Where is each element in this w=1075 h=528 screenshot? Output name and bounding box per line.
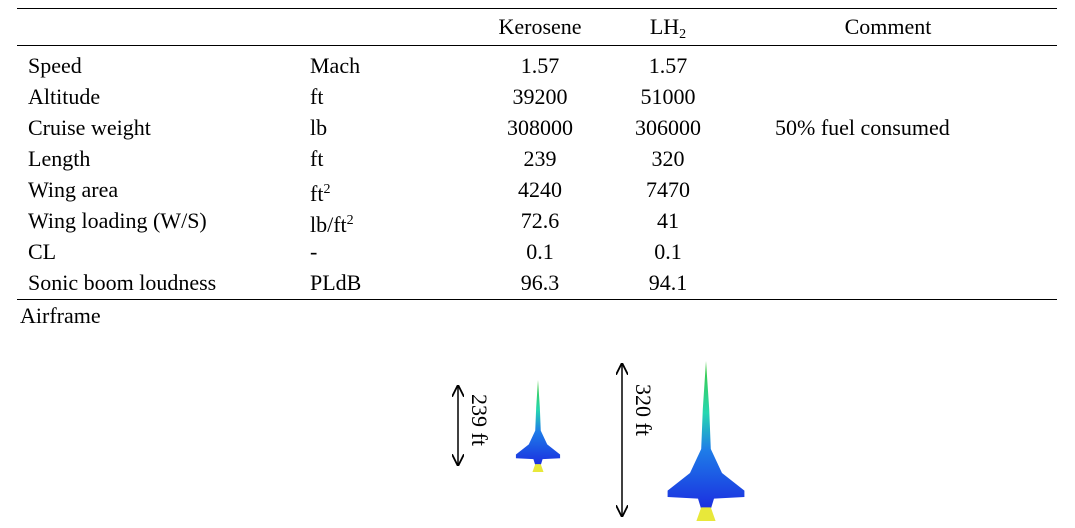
unit-sup: 2 bbox=[346, 213, 354, 228]
unit: lb bbox=[310, 115, 327, 141]
row-label: Speed bbox=[28, 53, 82, 78]
unit-text: lb bbox=[310, 115, 328, 140]
kerosene-value: 308000 bbox=[507, 115, 573, 140]
length-label: 239 ft bbox=[467, 394, 492, 446]
unit: lb/ft2 bbox=[310, 208, 354, 238]
unit-text: Mach bbox=[310, 53, 361, 78]
unit-text: - bbox=[310, 239, 318, 264]
unit-text: ft bbox=[310, 146, 324, 171]
unit: ft bbox=[310, 84, 323, 110]
length-label: 320 ft bbox=[631, 384, 656, 436]
bottom-rule bbox=[17, 299, 1057, 300]
airframe-label: Airframe bbox=[20, 303, 101, 328]
row-label: Wing loading (W/S) bbox=[28, 208, 207, 233]
unit-sup: 2 bbox=[323, 182, 331, 197]
header-rule bbox=[17, 45, 1057, 46]
lh2-value: 41 bbox=[657, 208, 679, 233]
lh2-value: 1.57 bbox=[648, 53, 688, 78]
unit: ft2 bbox=[310, 177, 330, 207]
unit: Mach bbox=[310, 53, 360, 79]
unit: - bbox=[310, 239, 317, 265]
row-label: Altitude bbox=[28, 84, 101, 109]
column-header: Comment bbox=[845, 14, 932, 40]
column-header-sub: 2 bbox=[679, 27, 687, 42]
unit: PLdB bbox=[310, 270, 361, 296]
comment: 50% fuel consumed bbox=[775, 115, 950, 140]
row-label: Length bbox=[28, 146, 91, 171]
column-header-text: Comment bbox=[844, 14, 932, 39]
row-label: Sonic boom loudness bbox=[28, 270, 217, 295]
aircraft-kerosene bbox=[515, 380, 561, 472]
unit-text: lb/ft bbox=[310, 212, 347, 237]
lh2-value: 51000 bbox=[640, 84, 696, 109]
aircraft-lh2 bbox=[667, 361, 745, 521]
row-label: Cruise weight bbox=[28, 115, 151, 140]
lh2-value: 306000 bbox=[635, 115, 701, 140]
column-header: Kerosene bbox=[498, 14, 581, 40]
kerosene-value: 0.1 bbox=[526, 239, 554, 264]
kerosene-value: 1.57 bbox=[520, 53, 560, 78]
kerosene-value: 96.3 bbox=[520, 270, 560, 295]
unit: ft bbox=[310, 146, 323, 172]
lh2-value: 0.1 bbox=[654, 239, 682, 264]
lh2-value: 320 bbox=[651, 146, 685, 171]
unit-text: ft bbox=[310, 181, 324, 206]
lh2-value: 7470 bbox=[646, 177, 690, 202]
kerosene-value: 239 bbox=[523, 146, 557, 171]
unit-text: PLdB bbox=[310, 270, 362, 295]
top-rule bbox=[17, 8, 1057, 9]
column-header-text: LH bbox=[649, 14, 680, 39]
kerosene-value: 72.6 bbox=[520, 208, 560, 233]
row-label: Wing area bbox=[28, 177, 119, 202]
column-header: LH2 bbox=[650, 14, 686, 48]
unit-text: ft bbox=[310, 84, 324, 109]
kerosene-value: 4240 bbox=[518, 177, 562, 202]
row-label: CL bbox=[28, 239, 57, 264]
kerosene-value: 39200 bbox=[512, 84, 568, 109]
lh2-value: 94.1 bbox=[648, 270, 688, 295]
column-header-text: Kerosene bbox=[498, 14, 582, 39]
